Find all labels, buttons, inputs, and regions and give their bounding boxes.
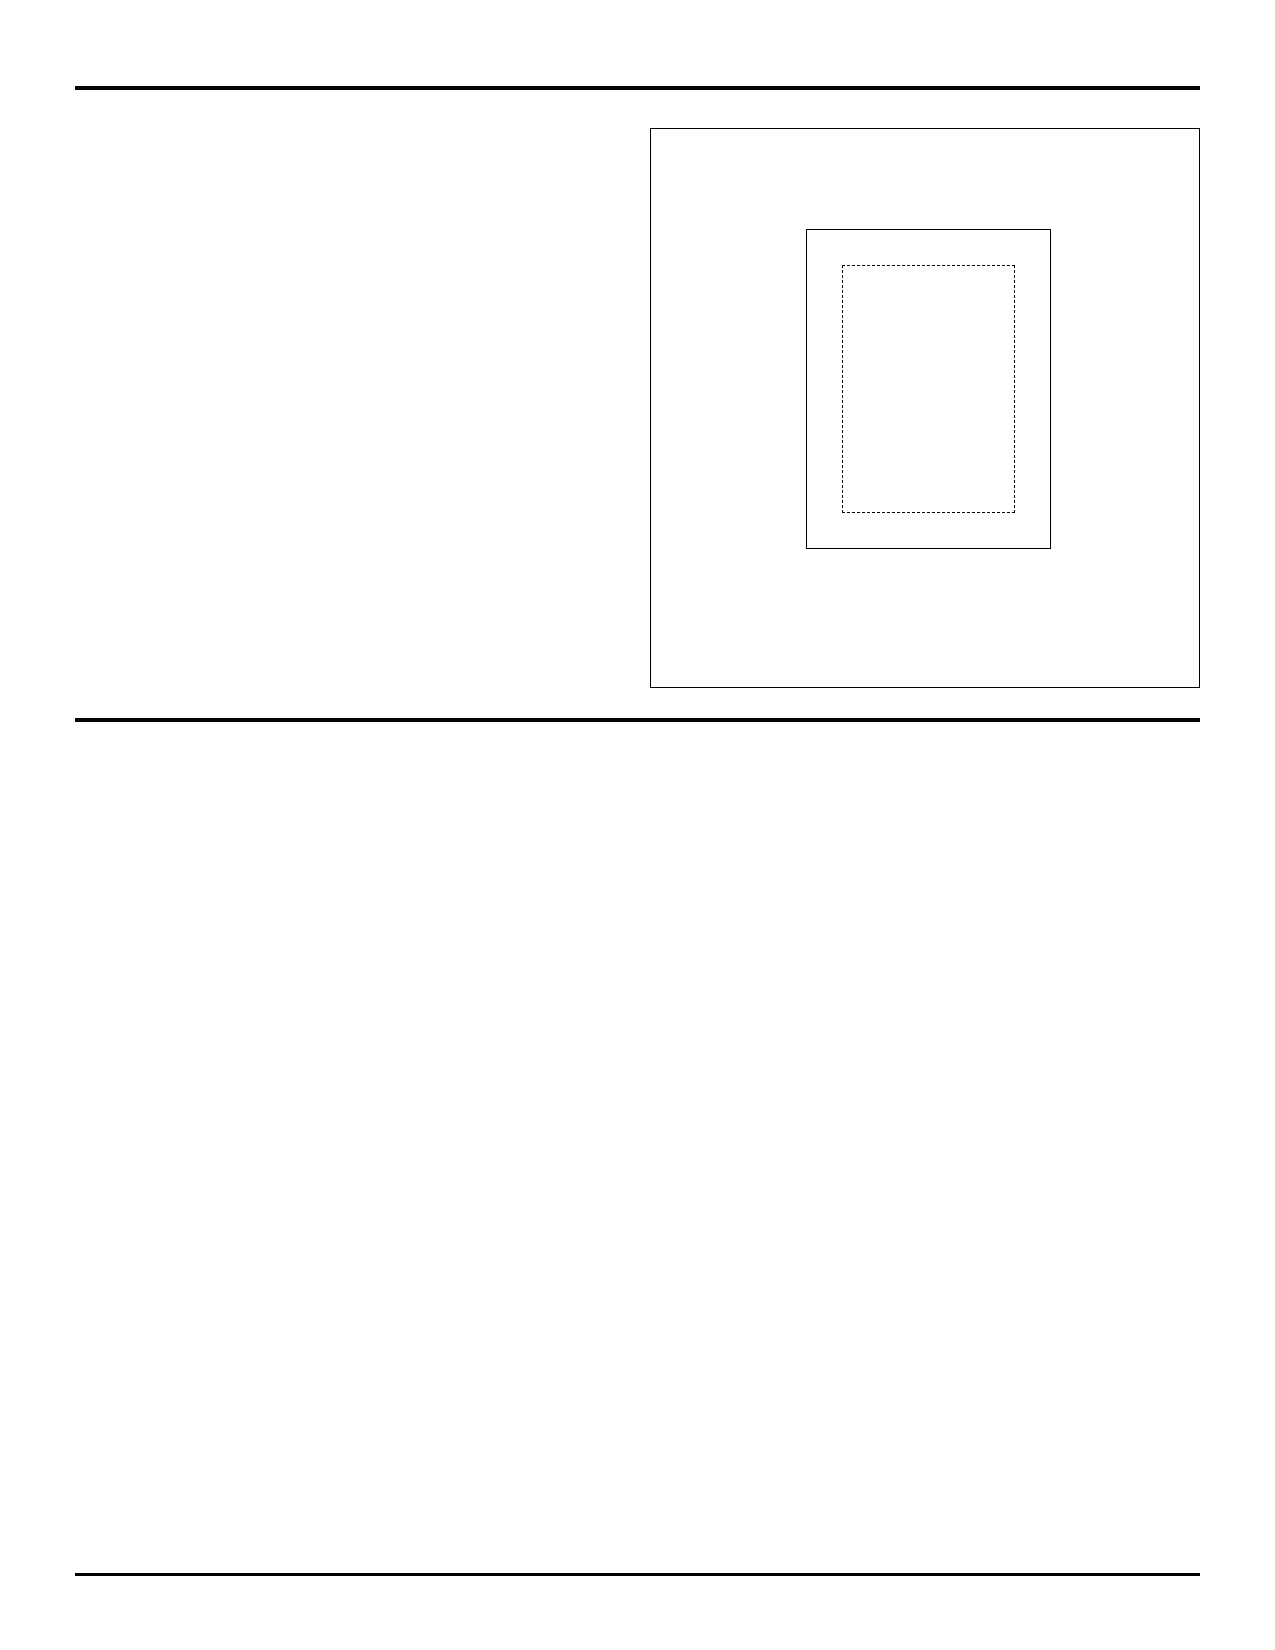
footer-rule xyxy=(75,1573,1200,1576)
two-column-layout xyxy=(75,108,1200,688)
pin-config-column xyxy=(650,108,1200,688)
page-footer xyxy=(75,1571,1200,1595)
header-rule xyxy=(75,86,1200,90)
chip-outline xyxy=(806,229,1051,549)
exposed-pad xyxy=(842,265,1015,513)
abs-max-column xyxy=(75,108,620,688)
footer-url[interactable] xyxy=(75,1580,1200,1595)
pin-config-diagram xyxy=(650,128,1200,688)
